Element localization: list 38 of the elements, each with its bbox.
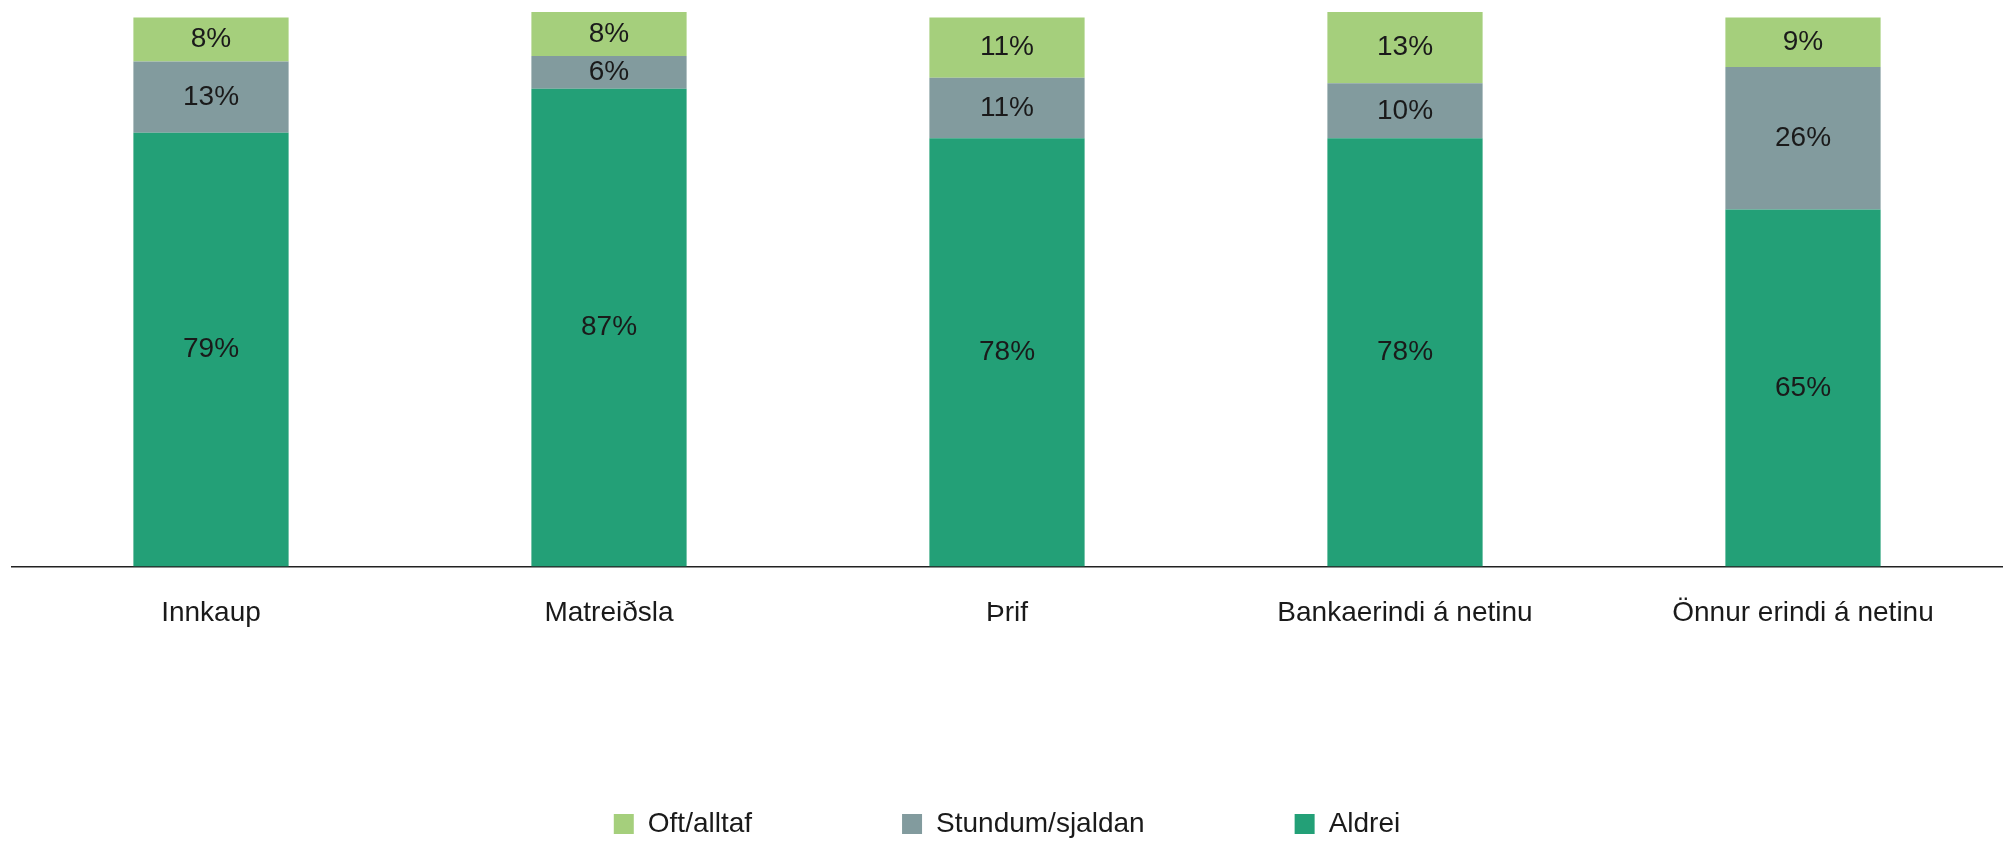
bar xyxy=(1327,83,1483,139)
bar xyxy=(531,55,687,89)
data-label: 78% xyxy=(978,335,1036,367)
data-label: 11% xyxy=(980,90,1034,122)
bar xyxy=(133,61,289,133)
legend-label: Oft/alltaf xyxy=(647,806,753,838)
data-label: 8% xyxy=(190,22,232,54)
bar xyxy=(1725,209,1881,567)
bar xyxy=(1327,138,1483,567)
bar xyxy=(929,138,1085,567)
bar xyxy=(133,132,289,567)
bar xyxy=(133,17,289,62)
x-tick-label: Önnur erindi á netinu xyxy=(1672,595,1934,627)
data-label: 6% xyxy=(588,55,630,87)
legend-label: Stundum/sjaldan xyxy=(936,806,1145,838)
data-label: 13% xyxy=(1376,30,1434,62)
data-label: 79% xyxy=(182,332,240,364)
x-tick-label: Matreiðsla xyxy=(544,595,674,627)
data-label: 8% xyxy=(588,16,630,48)
data-label: 26% xyxy=(1774,120,1832,152)
bar xyxy=(929,17,1085,78)
data-label: 11% xyxy=(980,30,1034,62)
x-tick-label: Bankaerindi á netinu xyxy=(1277,595,1533,627)
data-label: 65% xyxy=(1774,370,1832,402)
data-label: 87% xyxy=(580,310,638,342)
data-label: 9% xyxy=(1782,24,1824,56)
bar xyxy=(531,88,687,567)
legend-label: Aldrei xyxy=(1328,806,1401,838)
x-tick-label: Innkaup xyxy=(161,595,261,627)
bar xyxy=(1725,17,1881,67)
bar xyxy=(1327,12,1483,84)
data-label: 13% xyxy=(182,79,240,111)
bar xyxy=(929,77,1085,139)
data-label: 78% xyxy=(1376,335,1434,367)
data-label: 10% xyxy=(1376,93,1434,125)
bar xyxy=(1725,66,1881,210)
bar xyxy=(531,12,687,56)
x-tick-label: Þrif xyxy=(986,595,1029,627)
